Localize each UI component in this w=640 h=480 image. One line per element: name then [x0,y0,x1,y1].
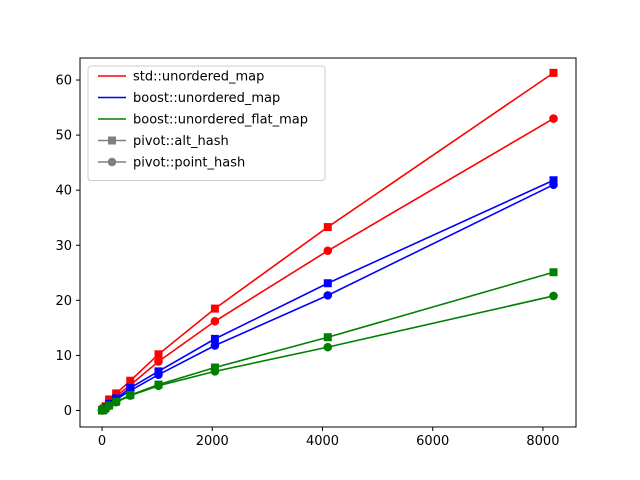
x-tick-label: 8000 [526,434,559,449]
data-point [549,176,558,185]
y-tick-label: 20 [55,294,72,309]
data-point [323,291,333,300]
x-tick-label: 6000 [416,434,449,449]
data-point [210,316,220,326]
series-boost-unordered-flat-map-pivot-point-hash [97,291,558,415]
data-point [210,341,220,350]
data-point [154,350,163,359]
data-point [210,304,219,313]
data-point [323,342,333,352]
data-point [549,114,558,123]
data-point [549,68,558,77]
y-tick-label: 10 [55,349,72,364]
data-point [111,397,121,407]
data-point [323,246,333,256]
data-point [210,367,220,376]
legend: std::unordered_mapboost::unordered_mapbo… [87,65,326,181]
data-point [549,291,558,301]
x-tick-label: 4000 [306,434,339,449]
legend-marker [107,157,117,167]
x-tick-label: 0 [98,434,106,449]
data-point [549,268,558,277]
y-tick-label: 40 [55,184,72,199]
legend-box [87,65,326,181]
data-point [210,334,219,343]
data-point [323,333,332,342]
y-tick-label: 0 [64,404,72,419]
data-point [323,223,332,232]
legend-label: boost::unordered_flat_map [133,113,308,128]
data-point [154,357,163,366]
legend-label: boost::unordered_map [133,91,280,106]
y-tick-label: 50 [55,129,72,144]
data-point [154,370,163,379]
data-point [323,279,332,288]
y-tick-label: 30 [55,239,72,254]
legend-label: pivot::point_hash [133,156,245,171]
y-tick-label: 60 [55,74,72,89]
legend-label: pivot::alt_hash [133,134,229,149]
data-point [104,401,114,411]
data-point [125,391,135,400]
data-point [126,376,135,385]
series-layer [97,68,558,415]
y-axis: 0 10 20 30 40 50 60 [55,74,80,419]
data-point [549,180,558,189]
legend-marker [108,136,116,145]
x-tick-label: 2000 [196,434,229,449]
plot-frame [79,57,577,428]
legend-label: std::unordered_map [133,70,264,85]
x-axis: 0 2000 4000 6000 8000 [98,427,559,449]
data-point [154,381,163,390]
